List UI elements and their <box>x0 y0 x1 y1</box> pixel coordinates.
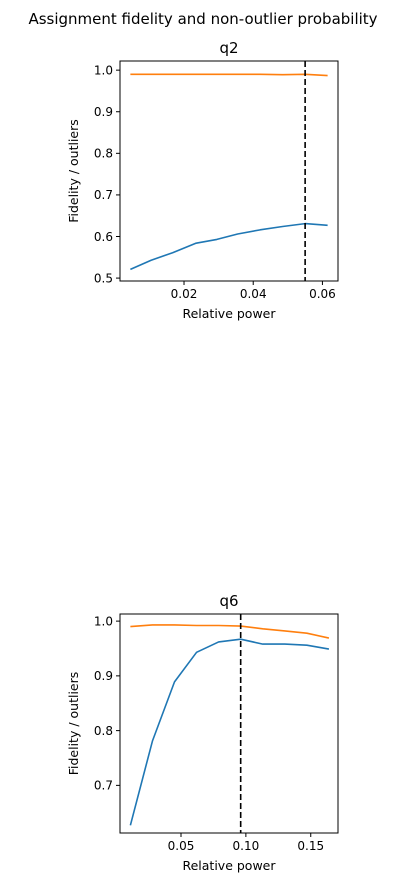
non-outlier-line <box>130 624 330 639</box>
x-tick-label: 0.15 <box>297 839 324 853</box>
plot-area: 0.05 0.10 0.15 0.7 0.8 0.9 1.0 <box>94 613 339 853</box>
x-tick-label: 0.02 <box>171 287 198 301</box>
axes-frame <box>119 60 339 282</box>
y-tick-label: 0.8 <box>94 147 113 161</box>
y-tick-label: 1.0 <box>94 614 113 628</box>
panel-title: q6 <box>219 592 238 610</box>
y-tick-label: 0.7 <box>94 779 113 793</box>
y-axis-label: Fidelity / outliers <box>66 119 81 223</box>
y-axis-label: Fidelity / outliers <box>66 672 81 776</box>
x-tick-label: 0.04 <box>240 287 267 301</box>
panel-q6: q6 Relative power Fidelity / outliers 0.… <box>66 592 339 873</box>
panel-q2: q2 Relative power Fidelity / outliers 0.… <box>66 39 339 321</box>
y-tick-label: 0.9 <box>94 669 113 683</box>
x-axis-label: Relative power <box>182 306 276 321</box>
plot-area: 0.02 0.04 0.06 0.5 0.6 0.7 0.8 0.9 1.0 <box>94 60 339 301</box>
panel-title: q2 <box>219 39 238 57</box>
x-axis-label: Relative power <box>182 858 276 873</box>
fidelity-line <box>129 638 330 826</box>
figure-title: Assignment fidelity and non-outlier prob… <box>28 10 377 28</box>
y-tick-label: 0.6 <box>94 230 113 244</box>
y-tick-label: 1.0 <box>94 63 113 77</box>
non-outlier-line <box>130 73 328 77</box>
y-tick-label: 0.9 <box>94 105 113 119</box>
x-tick-label: 0.05 <box>168 839 195 853</box>
y-tick-label: 0.8 <box>94 724 113 738</box>
fidelity-line <box>130 222 328 271</box>
y-tick-label: 0.5 <box>94 271 113 285</box>
x-tick-label: 0.06 <box>309 287 336 301</box>
y-tick-label: 0.7 <box>94 188 113 202</box>
axes-frame <box>119 613 339 834</box>
x-tick-label: 0.10 <box>233 839 260 853</box>
